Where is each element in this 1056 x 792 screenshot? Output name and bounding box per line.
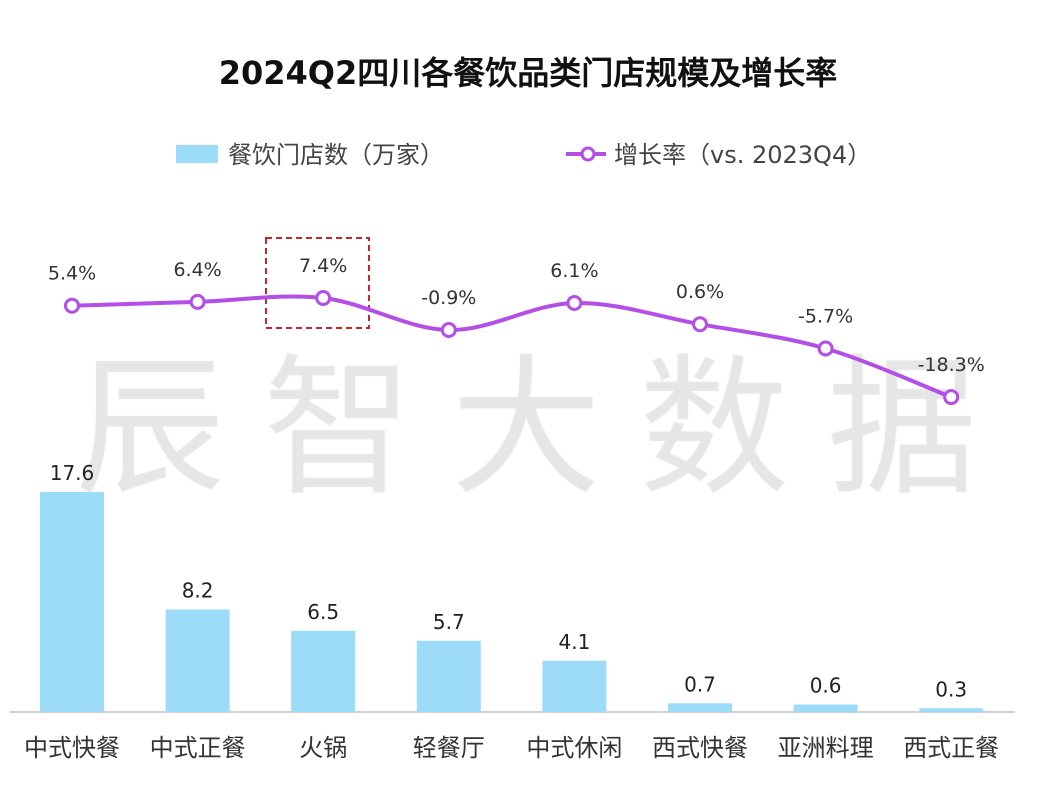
line-point [943,389,960,406]
x-tick-label: 西式快餐 [652,734,748,762]
line-value-label: -18.3% [918,354,985,376]
line-value-label: 0.6% [676,281,724,303]
legend-bar-label: 餐饮门店数（万家） [228,141,444,169]
bar [40,492,104,712]
legend-line-label: 增长率（vs. 2023Q4） [614,141,871,169]
legend-line-marker [580,146,596,162]
bar-value-label: 17.6 [50,461,95,485]
bar-value-label: 4.1 [558,630,590,654]
bar-value-label: 0.6 [810,674,842,698]
bar [165,609,230,712]
line-point [817,340,834,357]
bar-value-label: 6.5 [307,600,339,624]
bar-value-label: 5.7 [433,610,465,634]
x-tick-label: 中式休闲 [526,734,622,762]
bar [793,704,858,712]
chart-title: 2024Q2四川各餐饮品类门店规模及增长率 [219,54,838,92]
bar [668,703,732,712]
bar-value-label: 0.3 [935,677,967,701]
x-tick-label: 轻餐厅 [413,734,485,762]
x-tick-label: 中式快餐 [24,734,120,762]
line-point [692,316,708,333]
legend-bar-swatch [176,145,218,163]
bar-value-label: 8.2 [182,579,214,603]
line-value-label: 6.4% [173,259,221,281]
x-tick-label: 西式正餐 [903,734,999,762]
bar [416,640,481,712]
line-point [566,295,583,312]
line-value-label: 6.1% [550,260,598,282]
x-tick-label: 亚洲料理 [778,734,874,762]
x-tick-label: 中式正餐 [150,734,246,762]
bar [919,708,984,712]
line-value-label: -5.7% [798,306,853,328]
line-point [315,290,332,306]
bar-value-label: 0.7 [684,672,716,696]
line-value-label: 5.4% [48,263,96,285]
line-point [189,293,206,310]
line-value-label: 7.4% [299,255,347,277]
bar [542,660,607,712]
line-point [440,321,457,338]
x-tick-label: 火锅 [299,734,347,762]
growth-line [71,294,952,399]
highlight-box [265,237,370,329]
bar [291,630,356,712]
line-value-label: -0.9% [421,287,476,309]
line-point [64,297,80,314]
